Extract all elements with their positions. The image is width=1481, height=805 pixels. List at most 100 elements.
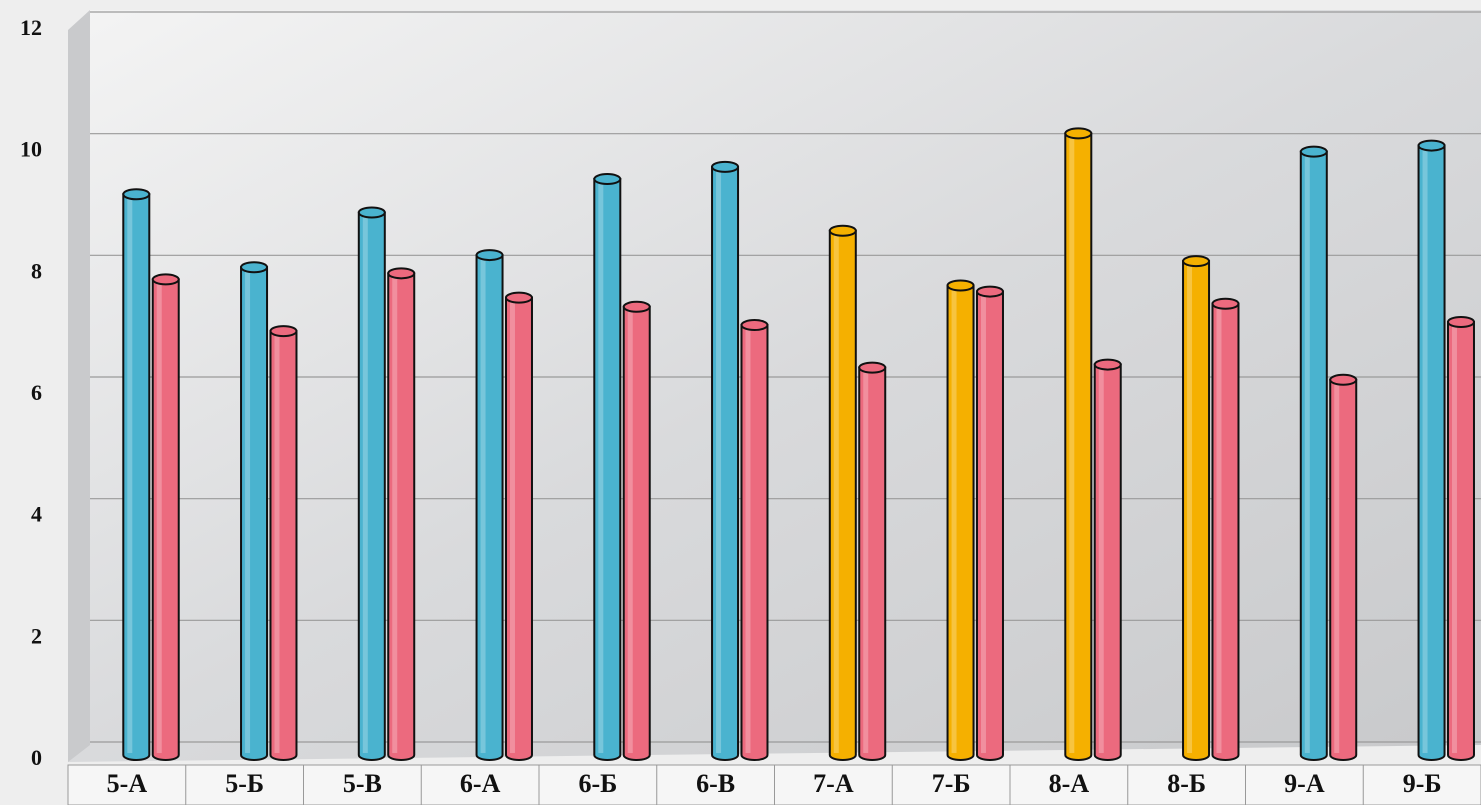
bar-shine bbox=[1098, 366, 1104, 753]
bar-cap bbox=[475, 249, 504, 262]
bar-body bbox=[858, 366, 887, 761]
bar-shine bbox=[127, 196, 133, 753]
bar-body bbox=[1446, 321, 1475, 761]
bar-body bbox=[1064, 132, 1093, 761]
bar-body bbox=[151, 278, 180, 761]
bar bbox=[946, 279, 975, 761]
bar-shine bbox=[980, 293, 986, 753]
bar-body bbox=[269, 330, 298, 761]
bar-cap bbox=[240, 261, 269, 274]
bar-shine bbox=[245, 269, 251, 753]
y-tick-label: 4 bbox=[31, 502, 42, 527]
x-tick-label: 5-Б bbox=[225, 769, 264, 798]
y-tick-label: 6 bbox=[31, 380, 42, 405]
bar-cap bbox=[622, 300, 651, 313]
x-tick-label: 8-А bbox=[1049, 769, 1090, 798]
bar-shine bbox=[1422, 147, 1428, 754]
bar-cap bbox=[1299, 145, 1328, 158]
side-wall bbox=[68, 10, 90, 762]
bar-body bbox=[475, 254, 504, 761]
bar-body bbox=[240, 266, 269, 761]
bar-shine bbox=[1216, 305, 1222, 753]
x-tick-label: 7-Б bbox=[932, 769, 971, 798]
bar-cap bbox=[1446, 316, 1475, 328]
bar-shine bbox=[863, 369, 869, 753]
bar bbox=[1329, 373, 1358, 761]
bar-cap bbox=[122, 188, 151, 201]
bar-cap bbox=[1064, 127, 1093, 140]
bar-shine bbox=[274, 333, 280, 753]
bar bbox=[1417, 139, 1446, 761]
x-tick-label: 9-Б bbox=[1403, 769, 1442, 798]
bar-body bbox=[504, 296, 533, 761]
bar-body bbox=[1093, 363, 1122, 761]
bar bbox=[828, 224, 857, 761]
bar-cap bbox=[946, 279, 975, 292]
bar-shine bbox=[1304, 153, 1310, 753]
bar-body bbox=[1417, 144, 1446, 761]
bar-cap bbox=[593, 173, 622, 186]
bar-shine bbox=[627, 308, 633, 753]
bar-cap bbox=[1329, 373, 1358, 386]
x-tick-label: 5-В bbox=[343, 769, 382, 798]
bar-shine bbox=[1334, 381, 1340, 753]
bar-shine bbox=[362, 214, 368, 753]
bar bbox=[1182, 255, 1211, 761]
bar bbox=[151, 273, 180, 761]
bar bbox=[740, 319, 769, 761]
bar-body bbox=[711, 165, 740, 761]
y-tick-label: 10 bbox=[20, 137, 42, 162]
bar-shine bbox=[480, 257, 486, 753]
bar-body bbox=[387, 272, 416, 761]
bar-cap bbox=[858, 361, 887, 374]
x-tick-label: 5-А bbox=[107, 769, 148, 798]
bar bbox=[387, 267, 416, 761]
bar-shine bbox=[509, 299, 515, 753]
bar-body bbox=[828, 229, 857, 761]
bar-shine bbox=[392, 275, 398, 753]
bar-cap bbox=[1417, 139, 1446, 152]
bar-cap bbox=[975, 285, 1004, 298]
bar bbox=[357, 206, 386, 761]
x-tick-label: 8-Б bbox=[1167, 769, 1206, 798]
bar-shine bbox=[156, 281, 162, 753]
bar-body bbox=[1299, 150, 1328, 761]
bar-body bbox=[1211, 302, 1240, 761]
bar bbox=[593, 173, 622, 761]
bar-cap bbox=[1182, 255, 1211, 268]
x-tick-label: 7-А bbox=[813, 769, 854, 798]
bar bbox=[122, 188, 151, 761]
bar bbox=[1064, 127, 1093, 761]
bar-cap bbox=[828, 224, 857, 237]
bar-body bbox=[946, 284, 975, 761]
bar-cap bbox=[740, 319, 769, 332]
bar bbox=[711, 160, 740, 761]
bar-body bbox=[1182, 260, 1211, 761]
bar bbox=[975, 285, 1004, 761]
y-tick-label: 12 bbox=[20, 15, 42, 40]
bar bbox=[1446, 316, 1475, 761]
bar-body bbox=[593, 178, 622, 761]
bar-shine bbox=[598, 181, 604, 753]
bar-cap bbox=[387, 267, 416, 280]
x-tick-label: 6-В bbox=[696, 769, 735, 798]
bar-shine bbox=[833, 232, 839, 753]
bar-body bbox=[122, 193, 151, 761]
bar-shine bbox=[951, 287, 957, 753]
bar-cap bbox=[269, 325, 298, 338]
bar-shine bbox=[745, 327, 751, 753]
bar-body bbox=[357, 211, 386, 761]
bar bbox=[504, 291, 533, 761]
bar-body bbox=[975, 290, 1004, 761]
x-tick-label: 6-А bbox=[460, 769, 501, 798]
bar bbox=[1211, 297, 1240, 761]
bar-cap bbox=[357, 206, 386, 219]
bar-body bbox=[1329, 378, 1358, 761]
plot-wall bbox=[68, 10, 1481, 762]
bar-shine bbox=[1187, 263, 1193, 753]
bar-shine bbox=[1069, 135, 1075, 753]
bar-cap bbox=[1093, 358, 1122, 371]
bar-cap bbox=[151, 273, 180, 286]
bar-shine bbox=[716, 168, 722, 753]
